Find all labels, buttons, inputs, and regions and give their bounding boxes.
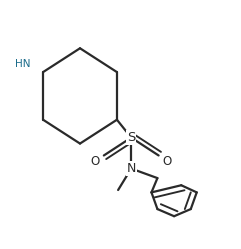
Text: O: O [162, 155, 172, 168]
Text: S: S [127, 131, 135, 144]
Text: N: N [127, 162, 136, 175]
Text: HN: HN [15, 59, 31, 69]
Text: O: O [91, 155, 100, 168]
